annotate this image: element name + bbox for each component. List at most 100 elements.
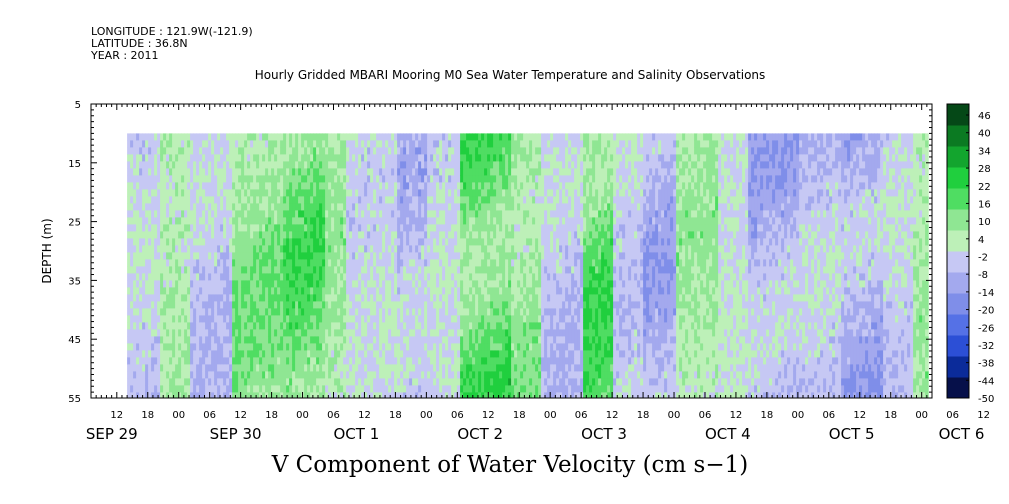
heatmap-cell bbox=[427, 217, 431, 225]
heatmap-cell bbox=[193, 203, 197, 211]
heatmap-cell bbox=[250, 224, 254, 232]
heatmap-cell bbox=[445, 322, 449, 330]
heatmap-cell bbox=[262, 196, 266, 204]
heatmap-cell bbox=[205, 252, 209, 260]
heatmap-cell bbox=[316, 280, 320, 288]
heatmap-cell bbox=[316, 133, 320, 141]
heatmap-cell bbox=[340, 231, 344, 239]
heatmap-cell bbox=[244, 315, 248, 323]
heatmap-cell bbox=[382, 301, 386, 309]
heatmap-cell bbox=[133, 273, 137, 281]
heatmap-cell bbox=[346, 203, 350, 211]
heatmap-cell bbox=[412, 168, 416, 176]
heatmap-cell bbox=[235, 266, 239, 274]
heatmap-cell bbox=[379, 329, 383, 337]
heatmap-cell bbox=[232, 203, 236, 211]
heatmap-cell bbox=[241, 210, 245, 218]
heatmap-cell bbox=[292, 385, 296, 393]
heatmap-cell bbox=[256, 294, 260, 302]
heatmap-cell bbox=[388, 378, 392, 386]
heatmap-cell bbox=[415, 294, 419, 302]
heatmap-cell bbox=[316, 238, 320, 246]
heatmap-cell bbox=[172, 217, 176, 225]
heatmap-cell bbox=[238, 231, 242, 239]
heatmap-cell bbox=[214, 168, 218, 176]
heatmap-cell bbox=[247, 378, 251, 386]
heatmap-cell bbox=[361, 378, 365, 386]
heatmap-cell bbox=[163, 343, 167, 351]
heatmap-cell bbox=[412, 385, 416, 393]
heatmap-cell bbox=[172, 322, 176, 330]
heatmap-cell bbox=[370, 308, 374, 316]
heatmap-cell bbox=[265, 231, 269, 239]
heatmap-cell bbox=[172, 140, 176, 148]
heatmap-cell bbox=[415, 203, 419, 211]
heatmap-cell bbox=[229, 294, 233, 302]
heatmap-cell bbox=[262, 133, 266, 141]
heatmap-cell bbox=[223, 259, 227, 267]
heatmap-cell bbox=[343, 273, 347, 281]
heatmap-cell bbox=[133, 175, 137, 183]
heatmap-cell bbox=[274, 287, 278, 295]
heatmap-cell bbox=[409, 196, 413, 204]
heatmap-cell bbox=[406, 280, 410, 288]
heatmap-cell bbox=[301, 301, 305, 309]
heatmap-cell bbox=[433, 252, 437, 260]
heatmap-cell bbox=[214, 196, 218, 204]
heatmap-cell bbox=[409, 378, 413, 386]
heatmap-cell bbox=[343, 266, 347, 274]
heatmap-cell bbox=[436, 343, 440, 351]
heatmap-cell bbox=[334, 203, 338, 211]
heatmap-cell bbox=[436, 196, 440, 204]
heatmap-cell bbox=[394, 189, 398, 197]
heatmap-cell bbox=[427, 322, 431, 330]
heatmap-cell bbox=[340, 161, 344, 169]
heatmap-cell bbox=[247, 161, 251, 169]
heatmap-cell bbox=[274, 147, 278, 155]
heatmap-cell bbox=[172, 273, 176, 281]
heatmap-cell bbox=[451, 147, 455, 155]
heatmap-cell bbox=[268, 245, 272, 253]
heatmap-cell bbox=[391, 343, 395, 351]
heatmap-cell bbox=[127, 210, 131, 218]
heatmap-cell bbox=[277, 357, 281, 365]
heatmap-cell bbox=[322, 147, 326, 155]
heatmap-cell bbox=[421, 217, 425, 225]
heatmap-cell bbox=[172, 385, 176, 393]
heatmap-cell bbox=[373, 147, 377, 155]
heatmap-cell bbox=[322, 140, 326, 148]
heatmap-cell bbox=[373, 343, 377, 351]
heatmap-cell bbox=[343, 217, 347, 225]
heatmap-cell bbox=[178, 336, 182, 344]
heatmap-cell bbox=[259, 343, 263, 351]
heatmap-cell bbox=[196, 133, 200, 141]
heatmap-cell bbox=[349, 266, 353, 274]
heatmap-cell bbox=[211, 175, 215, 183]
heatmap-cell bbox=[223, 294, 227, 302]
heatmap-cell bbox=[169, 336, 173, 344]
heatmap-cell bbox=[181, 140, 185, 148]
heatmap-cell bbox=[394, 252, 398, 260]
heatmap-cell bbox=[172, 245, 176, 253]
heatmap-cell bbox=[154, 252, 158, 260]
heatmap-cell bbox=[442, 189, 446, 197]
heatmap-cell bbox=[160, 371, 164, 379]
heatmap-cell bbox=[403, 231, 407, 239]
heatmap-cell bbox=[148, 168, 152, 176]
heatmap-cell bbox=[187, 168, 191, 176]
heatmap-cell bbox=[292, 133, 296, 141]
heatmap-cell bbox=[283, 301, 287, 309]
heatmap-cell bbox=[208, 210, 212, 218]
heatmap-cell bbox=[136, 210, 140, 218]
heatmap-cell bbox=[433, 196, 437, 204]
heatmap-cell bbox=[169, 273, 173, 281]
heatmap-cell bbox=[403, 336, 407, 344]
heatmap-cell bbox=[397, 210, 401, 218]
heatmap-cell bbox=[214, 245, 218, 253]
heatmap-cell bbox=[220, 364, 224, 372]
heatmap-cell bbox=[367, 371, 371, 379]
heatmap-cell bbox=[148, 224, 152, 232]
heatmap-cell bbox=[319, 301, 323, 309]
heatmap-cell bbox=[196, 392, 200, 399]
heatmap-cell bbox=[262, 273, 266, 281]
